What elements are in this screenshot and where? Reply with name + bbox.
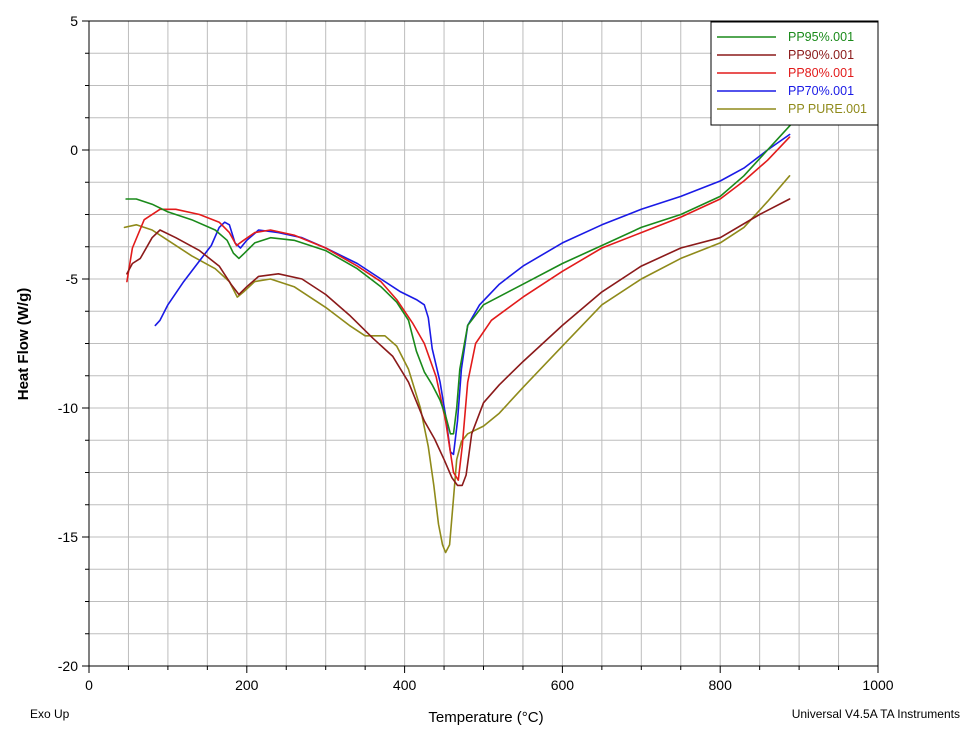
y-tick-label: -10 — [58, 400, 78, 416]
legend: PP95%.001 PP90%.001 PP80%.001 PP70%.001 PP P… — [710, 21, 879, 126]
x-tick-label: 0 — [85, 677, 93, 693]
x-tick-label: 800 — [709, 677, 733, 693]
x-tick-label: 1000 — [862, 677, 893, 693]
x-tick-label: 600 — [551, 677, 575, 693]
legend-box — [710, 21, 879, 126]
legend-label: PP PURE.001 — [788, 102, 867, 116]
x-tick-label: 400 — [393, 677, 417, 693]
x-tick-label: 200 — [235, 677, 259, 693]
y-tick-label: 0 — [70, 142, 78, 158]
x-axis-title: Temperature (°C) — [428, 709, 543, 726]
y-tick-label: -5 — [66, 271, 79, 287]
tick-labels: 0 200 400 600 800 1000 5 0 -5 -10 -15 -20 — [58, 13, 894, 693]
exo-up-label: Exo Up — [30, 707, 70, 721]
legend-label: PP70%.001 — [788, 84, 854, 98]
instrument-label: Universal V4.5A TA Instruments — [792, 707, 960, 721]
y-tick-label: -15 — [58, 529, 78, 545]
series-line — [125, 123, 792, 435]
y-tick-label: -20 — [58, 658, 78, 674]
series-line — [126, 136, 791, 481]
legend-label: PP90%.001 — [788, 48, 854, 62]
axis-ticks — [82, 20, 879, 673]
legend-label: PP95%.001 — [788, 30, 854, 44]
y-axis-title: Heat Flow (W/g) — [15, 288, 32, 401]
series-group — [123, 123, 792, 554]
legend-label: PP80%.001 — [788, 66, 854, 80]
series-line — [123, 175, 791, 554]
series-line — [126, 198, 791, 487]
series-line — [154, 133, 791, 456]
y-tick-label: 5 — [70, 13, 78, 29]
